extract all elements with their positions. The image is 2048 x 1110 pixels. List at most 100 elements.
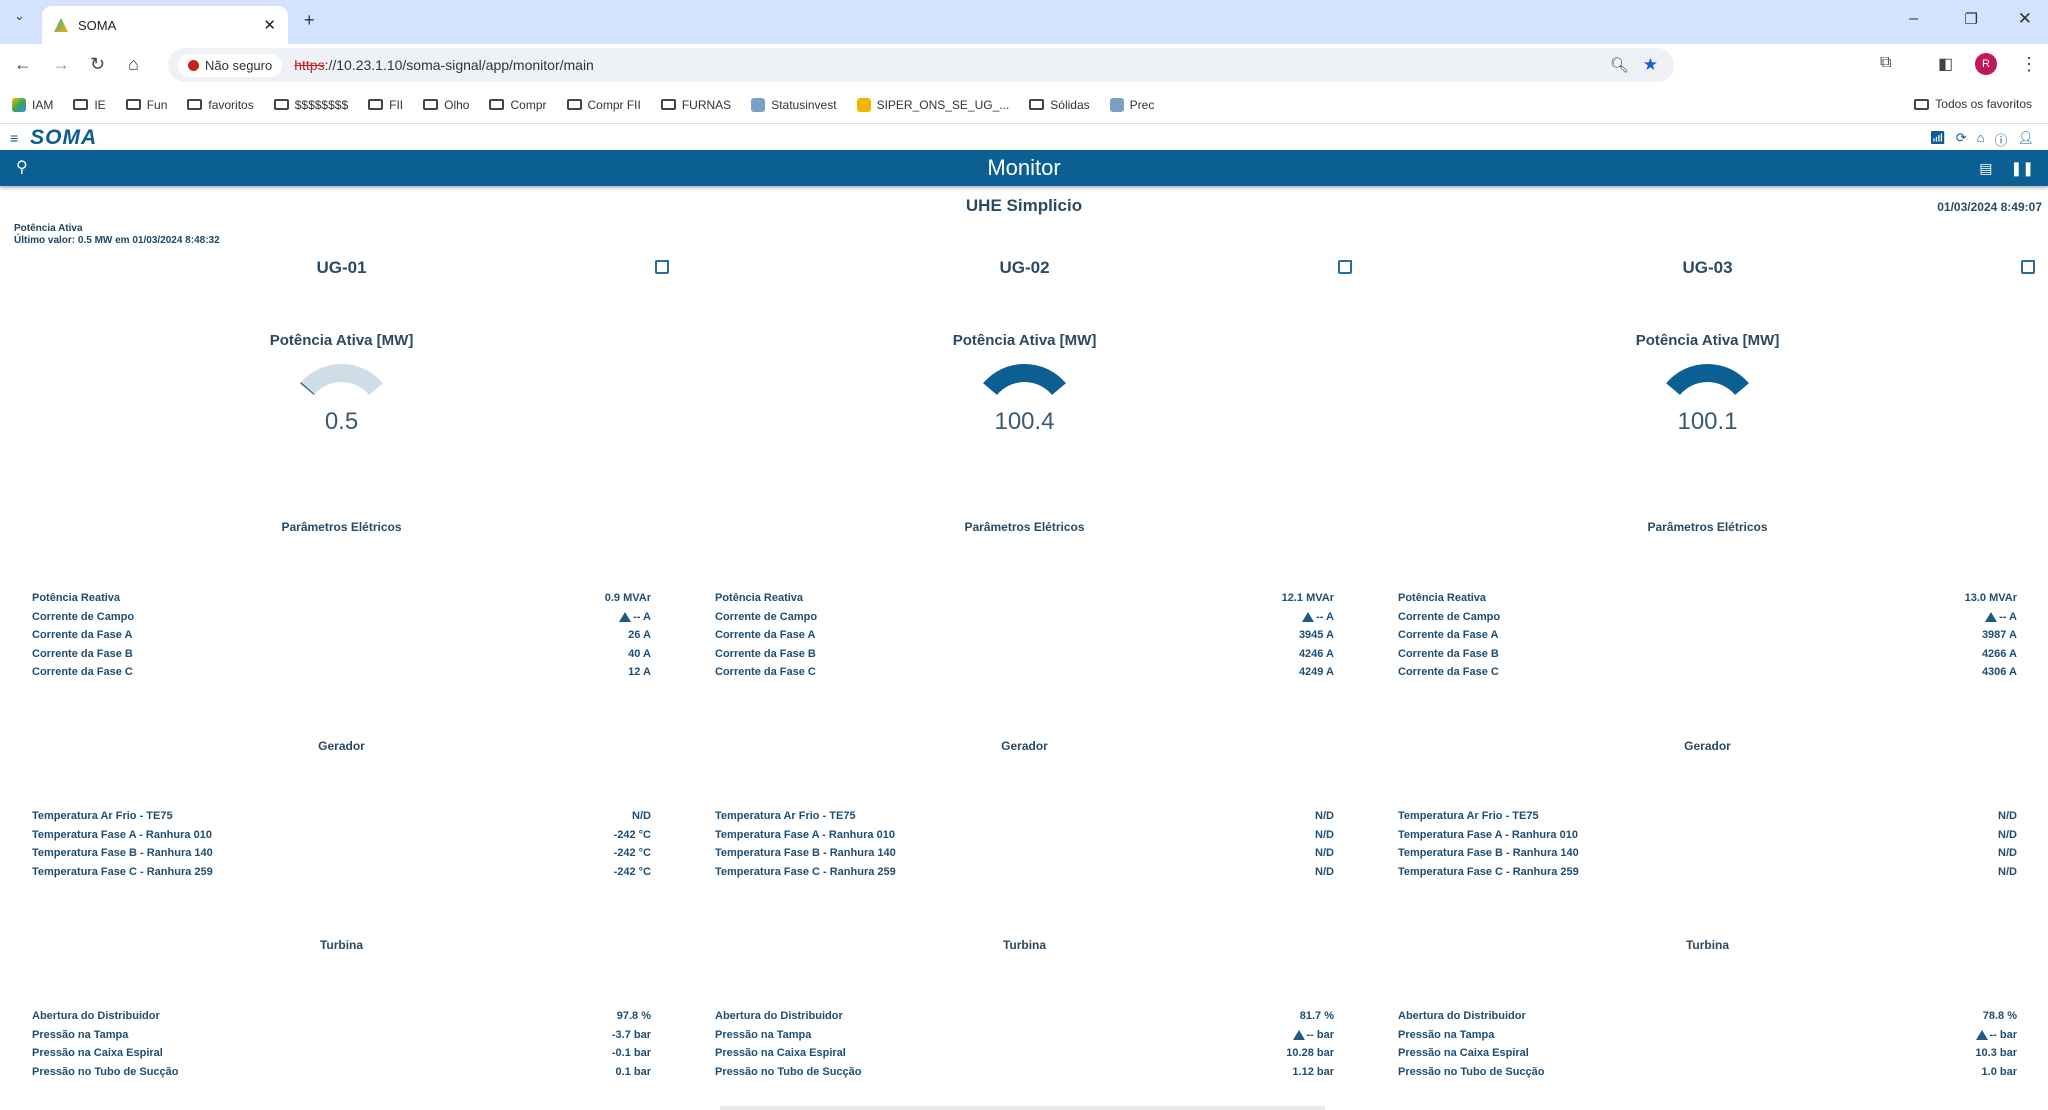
bookmark-star-icon[interactable]: ★ (1642, 55, 1658, 74)
parameter-row[interactable]: Pressão na Caixa Espiral 10.3 bar (1398, 1044, 2017, 1062)
bookmark-item[interactable]: Statusinvest (751, 97, 837, 112)
parameter-row[interactable]: Pressão no Tubo de Sucção 0.1 bar (32, 1063, 651, 1081)
parameter-label: Corrente da Fase C (715, 666, 816, 679)
parameter-row[interactable]: Corrente da Fase A 26 A (32, 626, 651, 644)
parameter-row[interactable]: Temperatura Ar Frio - TE75 N/D (1398, 807, 2017, 825)
bookmark-item[interactable]: SIPER_ONS_SE_UG_... (856, 97, 1009, 112)
parameter-value: 3987 A (1981, 629, 2017, 642)
new-tab-icon[interactable]: + (304, 10, 315, 30)
parameter-row[interactable]: Corrente da Fase A 3987 A (1398, 626, 2017, 644)
pin-icon[interactable]: ⚲ (16, 159, 28, 176)
parameter-label: Pressão na Tampa (32, 1028, 129, 1041)
parameter-row[interactable]: Abertura do Distribuidor 78.8 % (1398, 1007, 2017, 1025)
bookmark-item[interactable]: Compr (489, 98, 547, 112)
section-title: Parâmetros Elétricos (1647, 520, 1768, 534)
forward-icon[interactable]: → (52, 54, 70, 74)
parameter-row[interactable]: Pressão no Tubo de Sucção 1.0 bar (1398, 1063, 2017, 1081)
bookmark-item[interactable]: Sólidas (1029, 98, 1090, 112)
help-icon[interactable]: ⓘ (1994, 133, 2008, 148)
parameter-row[interactable]: Pressão na Caixa Espiral 10.28 bar (715, 1044, 1334, 1062)
parameter-value: -242 °C (613, 865, 651, 878)
reload-icon[interactable]: ↻ (90, 54, 106, 74)
horizontal-scrollbar[interactable] (720, 1106, 1325, 1110)
parameter-row[interactable]: Potência Reativa 12.1 MVAr (715, 589, 1334, 607)
menu-kebab-icon[interactable]: ⋮ (2020, 54, 2038, 74)
close-tab-icon[interactable]: ✕ (263, 17, 276, 34)
parameter-row[interactable]: Temperatura Ar Frio - TE75 N/D (32, 807, 651, 825)
browser-tab[interactable]: SOMA ✕ (42, 6, 288, 44)
bookmark-item[interactable]: Olho (423, 98, 469, 112)
parameter-row[interactable]: Temperatura Fase C - Ranhura 259 N/D (1398, 863, 2017, 881)
parameter-row[interactable]: Corrente de Campo -- A (1398, 608, 2017, 626)
parameter-label: Pressão na Caixa Espiral (1398, 1047, 1529, 1060)
power-gauge (983, 364, 1066, 395)
parameter-row[interactable]: Pressão na Tampa -- bar (1398, 1026, 2017, 1044)
bookmark-item[interactable]: Compr FII (566, 98, 641, 112)
parameter-row[interactable]: Temperatura Fase B - Ranhura 140 N/D (1398, 844, 2017, 862)
bookmark-item[interactable]: FURNAS (660, 98, 731, 112)
parameter-row[interactable]: Temperatura Ar Frio - TE75 N/D (715, 807, 1334, 825)
parameter-row[interactable]: Temperatura Fase A - Ranhura 010 N/D (715, 826, 1334, 844)
pause-icon[interactable]: ❚❚ (2010, 160, 2034, 176)
open-external-icon[interactable] (2021, 260, 2035, 274)
open-external-icon[interactable] (655, 260, 669, 274)
parameter-row[interactable]: Pressão na Tampa -- bar (715, 1026, 1334, 1044)
parameter-row[interactable]: Potência Reativa 13.0 MVAr (1398, 589, 2017, 607)
home-icon[interactable]: ⌂ (128, 54, 139, 74)
minimize-icon[interactable]: – (1909, 10, 1918, 27)
parameter-row[interactable]: Corrente da Fase A 3945 A (715, 626, 1334, 644)
parameter-row[interactable]: Corrente da Fase B 4266 A (1398, 645, 2017, 663)
parameter-value: -242 °C (613, 847, 651, 860)
home-icon[interactable]: ⌂ (1976, 130, 1985, 145)
parameter-row[interactable]: Temperatura Fase C - Ranhura 259 N/D (715, 863, 1334, 881)
bookmark-item[interactable]: Fun (125, 98, 167, 112)
zoom-icon[interactable]: 🔍︎ (1609, 57, 1629, 74)
parameter-label: Corrente de Campo (715, 610, 818, 623)
side-panel-icon[interactable]: ◧ (1938, 56, 1954, 73)
security-chip[interactable]: Não seguro (178, 53, 283, 77)
parameter-row[interactable]: Corrente da Fase C 4249 A (715, 663, 1334, 681)
address-bar[interactable]: Não seguro https://10.23.1.10/soma-signa… (168, 48, 1674, 82)
parameter-label: Corrente da Fase B (1398, 647, 1499, 660)
bookmark-item[interactable]: $$$$$$$$ (273, 98, 348, 112)
bookmark-item[interactable]: Prec (1109, 97, 1154, 112)
parameter-row[interactable]: Corrente da Fase B 40 A (32, 645, 651, 663)
bookmark-item[interactable]: FII (368, 98, 403, 112)
parameter-row[interactable]: Corrente da Fase C 4306 A (1398, 663, 2017, 681)
bookmark-item[interactable]: IE (73, 98, 106, 112)
close-window-icon[interactable]: ✕ (2017, 9, 2032, 28)
parameter-row[interactable]: Abertura do Distribuidor 97.8 % (32, 1007, 651, 1025)
all-favorites[interactable]: Todos os favoritos (1914, 97, 2032, 111)
parameter-row[interactable]: Pressão no Tubo de Sucção 1.12 bar (715, 1063, 1334, 1081)
parameter-row[interactable]: Temperatura Fase C - Ranhura 259 -242 °C (32, 863, 651, 881)
parameter-row[interactable]: Corrente de Campo -- A (32, 608, 651, 626)
parameter-label: Temperatura Fase A - Ranhura 010 (32, 828, 212, 841)
parameter-value: 81.7 % (1299, 1010, 1334, 1022)
restore-icon[interactable]: ❐ (1964, 11, 1978, 28)
parameter-row[interactable]: Corrente da Fase C 12 A (32, 663, 651, 681)
parameter-row[interactable]: Pressão na Caixa Espiral -0.1 bar (32, 1044, 651, 1062)
parameter-row[interactable]: Temperatura Fase A - Ranhura 010 N/D (1398, 826, 2017, 844)
parameter-row[interactable]: Corrente de Campo -- A (715, 608, 1334, 626)
tab-title: SOMA (78, 17, 117, 33)
layout-icon[interactable]: ▤ (1979, 160, 1993, 176)
bookmark-item[interactable]: IAM (12, 97, 53, 112)
wifi-icon[interactable]: 📶︎ (1929, 130, 1946, 145)
parameter-row[interactable]: Temperatura Fase B - Ranhura 140 N/D (715, 844, 1334, 862)
parameter-row[interactable]: Temperatura Fase A - Ranhura 010 -242 °C (32, 826, 651, 844)
hamburger-menu-icon[interactable]: ≡ (10, 130, 19, 146)
tab-search-icon[interactable]: ⌄ (14, 8, 25, 23)
extensions-icon[interactable]: ⧉ (1880, 54, 1892, 71)
parameter-row[interactable]: Pressão na Tampa -3.7 bar (32, 1026, 651, 1044)
parameter-row[interactable]: Temperatura Fase B - Ranhura 140 -242 °C (32, 844, 651, 862)
refresh-icon[interactable]: ⟳ (1955, 130, 1967, 145)
parameter-row[interactable]: Abertura do Distribuidor 81.7 % (715, 1007, 1334, 1025)
parameter-value: 78.8 % (1982, 1010, 2017, 1022)
parameter-row[interactable]: Corrente da Fase B 4246 A (715, 645, 1334, 663)
open-external-icon[interactable] (1338, 260, 1352, 274)
user-icon[interactable]: 👤︎ (2017, 130, 2034, 145)
profile-avatar[interactable]: R (1975, 53, 1997, 75)
parameter-row[interactable]: Potência Reativa 0.9 MVAr (32, 589, 651, 607)
bookmark-item[interactable]: favoritos (187, 98, 254, 112)
back-icon[interactable]: ← (14, 54, 32, 74)
